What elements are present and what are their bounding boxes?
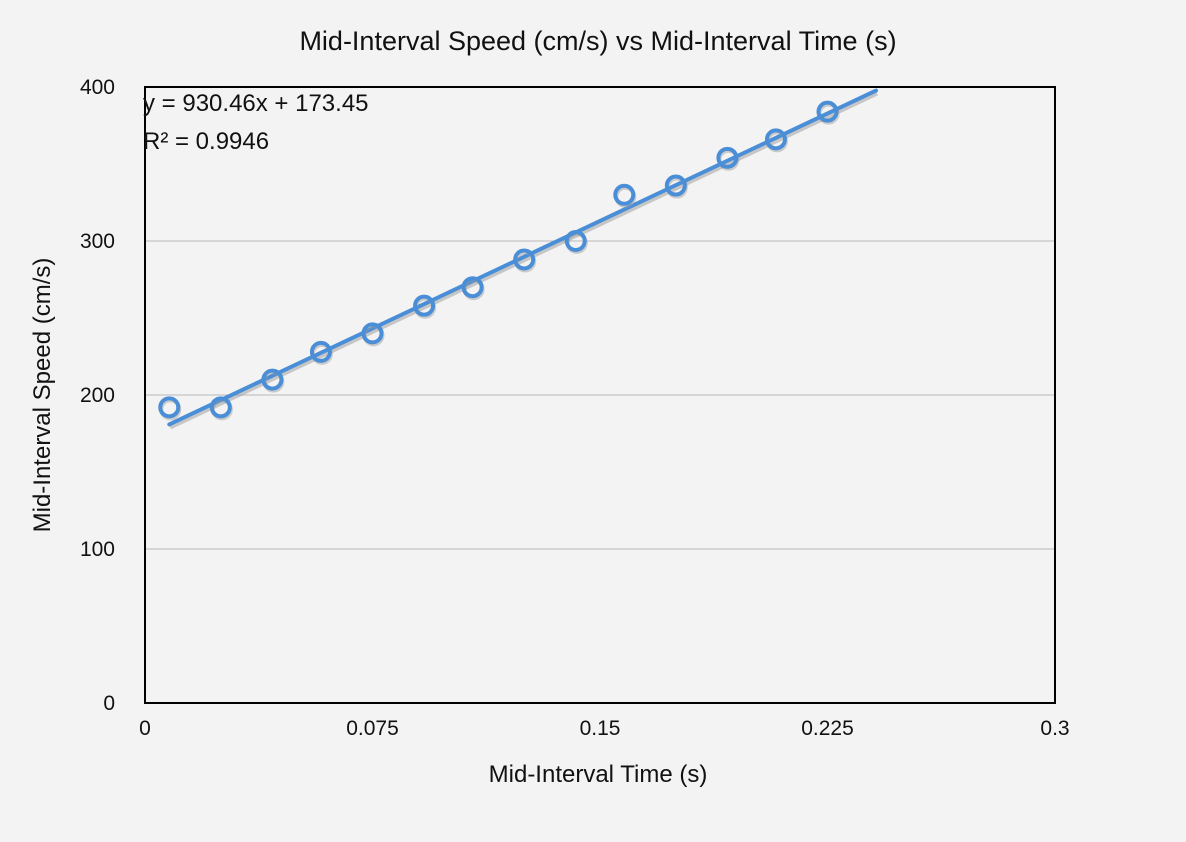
- data-point: [564, 230, 587, 252]
- y-tick-label: 100: [80, 538, 115, 561]
- data-points: [158, 100, 840, 421]
- trendline: [167, 88, 879, 427]
- plot-frame: [144, 86, 1056, 704]
- y-tick-label: 0: [103, 692, 115, 715]
- trendline-shadow: [169, 91, 878, 430]
- data-point: [309, 340, 332, 363]
- x-tick-label: 0.3: [1040, 717, 1069, 740]
- trendline-r-squared: R² = 0.9946: [143, 128, 269, 155]
- x-axis-ticks: 0 0.075 0.15 0.225 0.3: [139, 717, 1069, 740]
- y-axis-ticks: 0 100 200 300 400: [80, 76, 115, 715]
- x-axis-title: Mid-Interval Time (s): [489, 761, 708, 788]
- data-point: [513, 248, 536, 271]
- x-tick-label: 0.15: [580, 717, 621, 740]
- data-point: [664, 174, 687, 197]
- trendline-equation: y = 930.46x + 173.45: [143, 90, 369, 117]
- data-point: [461, 276, 484, 299]
- data-point: [816, 100, 839, 123]
- chart-title: Mid-Interval Speed (cm/s) vs Mid-Interva…: [299, 26, 896, 56]
- data-point: [361, 322, 384, 345]
- y-axis-title: Mid-Interval Speed (cm/s): [29, 258, 56, 533]
- data-point: [413, 294, 436, 317]
- data-point: [209, 396, 232, 419]
- y-tick-label: 200: [80, 384, 115, 407]
- data-point: [764, 128, 787, 151]
- data-point: [261, 368, 284, 391]
- y-tick-label: 400: [80, 76, 115, 99]
- x-tick-label: 0.225: [801, 717, 854, 740]
- x-tick-label: 0: [139, 717, 151, 740]
- y-tick-label: 300: [80, 230, 115, 253]
- trendline-layer: [167, 88, 879, 430]
- data-point: [716, 146, 739, 169]
- data-point: [613, 183, 636, 206]
- data-point: [158, 396, 181, 419]
- grid-lines: [145, 240, 1055, 550]
- x-tick-label: 0.075: [346, 717, 399, 740]
